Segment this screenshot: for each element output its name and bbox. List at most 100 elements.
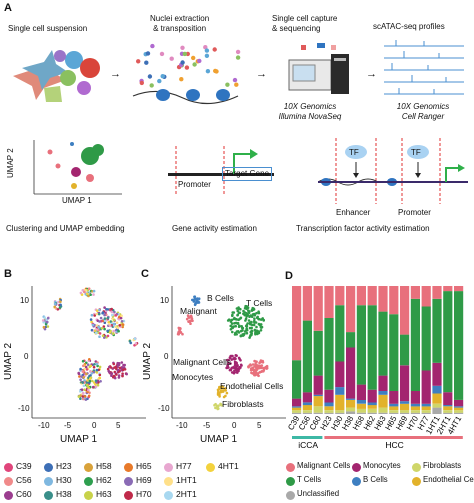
- umap-point: [79, 397, 82, 400]
- panel-c-ytick: -10: [158, 404, 170, 413]
- bar-segment: [443, 412, 453, 414]
- bar-segment: [313, 330, 323, 376]
- umap-point: [247, 319, 251, 322]
- bar-segment: [454, 406, 464, 408]
- legend-swatch: [286, 491, 295, 500]
- umap-point: [95, 331, 98, 335]
- umap-point: [236, 321, 240, 325]
- umap-point: [112, 322, 116, 326]
- legend-swatch: [352, 477, 361, 486]
- umap-point: [46, 325, 50, 328]
- legend-swatch: [124, 463, 133, 472]
- umap-point: [41, 319, 45, 322]
- umap-point: [87, 394, 91, 398]
- umap-point: [254, 321, 258, 324]
- bar-segment: [356, 408, 366, 413]
- umap-point: [80, 388, 84, 391]
- platform-analysis-label: 10X Genomics Cell Ranger: [396, 102, 450, 121]
- bar-segment: [356, 412, 366, 414]
- umap-point: [112, 329, 115, 333]
- nucleus-dot: [184, 65, 190, 70]
- umap-point: [92, 370, 96, 374]
- umap-point: [120, 314, 123, 318]
- panel-b-xtick: -5: [64, 421, 72, 430]
- umap-point: [103, 336, 106, 339]
- umap-point: [229, 368, 233, 372]
- panel-b-ylabel: UMAP 2: [3, 342, 14, 380]
- bar-segment: [400, 334, 410, 366]
- bar-segment: [432, 393, 442, 404]
- umap-point: [240, 325, 243, 328]
- umap-point: [85, 372, 88, 376]
- umap-point: [102, 325, 106, 328]
- bar-segment: [410, 391, 420, 404]
- legend-label: C60: [16, 489, 32, 499]
- legend-swatch: [4, 491, 13, 500]
- umap-point: [99, 316, 103, 320]
- bar-segment: [356, 399, 366, 404]
- umap-point: [235, 370, 239, 374]
- bar-segment: [389, 314, 399, 391]
- umap-point: [83, 367, 87, 371]
- umap-point: [186, 314, 190, 317]
- bar-segment: [454, 286, 464, 292]
- bar-segment: [292, 407, 302, 411]
- umap-point: [217, 407, 220, 410]
- arrow-icon: →: [366, 68, 377, 80]
- bar-segment: [432, 403, 442, 408]
- umap-point: [240, 364, 243, 367]
- bar-segment: [454, 291, 464, 400]
- umap-point: [82, 364, 85, 368]
- umap-point: [255, 311, 258, 315]
- umap-point: [118, 324, 121, 327]
- group-bar-hcc: [324, 436, 463, 439]
- umap-point: [107, 321, 110, 324]
- umap-point: [227, 361, 230, 365]
- bar-segment: [443, 410, 453, 413]
- umap-point: [259, 323, 263, 326]
- bar-segment: [356, 403, 366, 409]
- umap-point: [232, 366, 236, 370]
- umap-point: [245, 331, 249, 335]
- nucleus-dot: [150, 43, 155, 49]
- umap-point: [248, 364, 251, 367]
- bar-segment: [335, 387, 345, 395]
- umap-point: [235, 354, 238, 357]
- umap-point: [85, 383, 89, 387]
- umap-point: [239, 334, 243, 338]
- umap-point: [79, 291, 83, 295]
- bar-segment: [443, 286, 453, 292]
- umap-point: [257, 374, 260, 378]
- umap-point: [90, 313, 94, 317]
- umap-point: [108, 371, 111, 374]
- umap-point: [221, 390, 225, 393]
- umap-point: [262, 319, 265, 322]
- umap-point: [88, 358, 91, 361]
- umap-point: [230, 354, 233, 358]
- bar-segment: [389, 412, 399, 414]
- umap-point: [120, 320, 124, 323]
- umap-point: [123, 368, 127, 371]
- bar-segment: [389, 406, 399, 411]
- umap-point: [196, 297, 199, 300]
- umap-point: [42, 325, 46, 329]
- bar-segment: [356, 384, 366, 400]
- legend-swatch: [84, 491, 93, 500]
- bar-segment: [410, 412, 420, 414]
- umap-point: [106, 329, 109, 333]
- legend-swatch: [4, 477, 13, 486]
- umap-point: [233, 360, 237, 364]
- bar-segment: [367, 305, 377, 390]
- umap-point: [216, 404, 219, 408]
- umap-point: [90, 320, 93, 324]
- panel-b-xtick: 0: [92, 421, 97, 430]
- umap-point: [235, 366, 238, 370]
- umap-point: [239, 317, 242, 320]
- umap-point: [88, 377, 92, 380]
- umap-point: [119, 316, 123, 320]
- cell-suspension-illustration: [13, 50, 100, 102]
- legend-label: 4HT1: [218, 461, 239, 471]
- umap-point: [81, 392, 85, 395]
- bar-segment: [410, 286, 420, 299]
- umap-point: [218, 393, 221, 397]
